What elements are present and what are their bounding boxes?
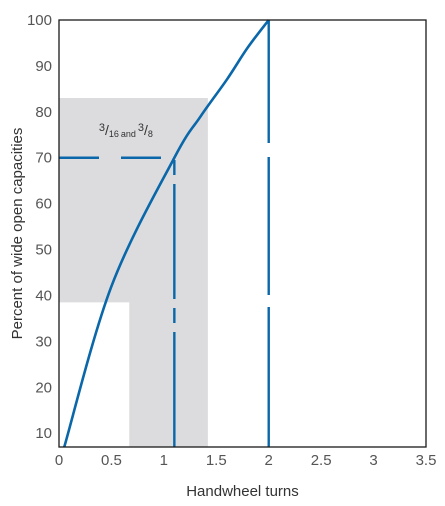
y-tick-labels: 10 20 30 40 50 60 70 80 90 100 [27,12,52,442]
y-tick-label: 80 [35,104,52,121]
y-tick-label: 40 [35,287,52,304]
shaded-region-layer [59,98,208,447]
series-line-1 [62,19,270,448]
y-axis-title: Percent of wide open capacities [9,128,26,340]
y-tick-label: 100 [27,12,52,29]
x-tick-label: 1 [160,452,168,469]
y-tick-label: 60 [35,196,52,213]
series-layer [62,19,270,448]
x-tick-label: 2 [265,452,273,469]
y-tick-label: 90 [35,58,52,75]
annotation-fractions: 3/16 and 3/8 [99,122,153,139]
annotation-num-2: 3 [138,122,144,134]
y-tick-label: 70 [35,150,52,167]
annotation-den-2: 8 [148,129,153,139]
annotation-slash-1: / [105,122,109,138]
x-tick-label: 0 [55,452,63,469]
y-tick-label: 10 [35,425,52,442]
x-tick-label: 2.5 [311,452,332,469]
annotation-connector: and [121,129,136,139]
y-tick-label: 20 [35,379,52,396]
reference-lines-layer [59,20,270,447]
x-tick-label: 0.5 [101,452,122,469]
annotation-num-1: 3 [99,122,105,134]
x-tick-labels: 0 0.5 1 1.5 2 2.5 3 3.5 [55,452,437,469]
x-tick-label: 3 [369,452,377,469]
x-axis-title: Handwheel turns [186,483,299,500]
y-tick-label: 50 [35,242,52,259]
x-tick-label: 1.5 [206,452,227,469]
y-tick-label: 30 [35,333,52,350]
shaded-region [59,98,208,447]
x-tick-label: 3.5 [416,452,437,469]
plot-frame [58,19,427,448]
annotation-den-1: 16 [109,129,119,139]
annotation-slash-2: / [144,122,148,138]
